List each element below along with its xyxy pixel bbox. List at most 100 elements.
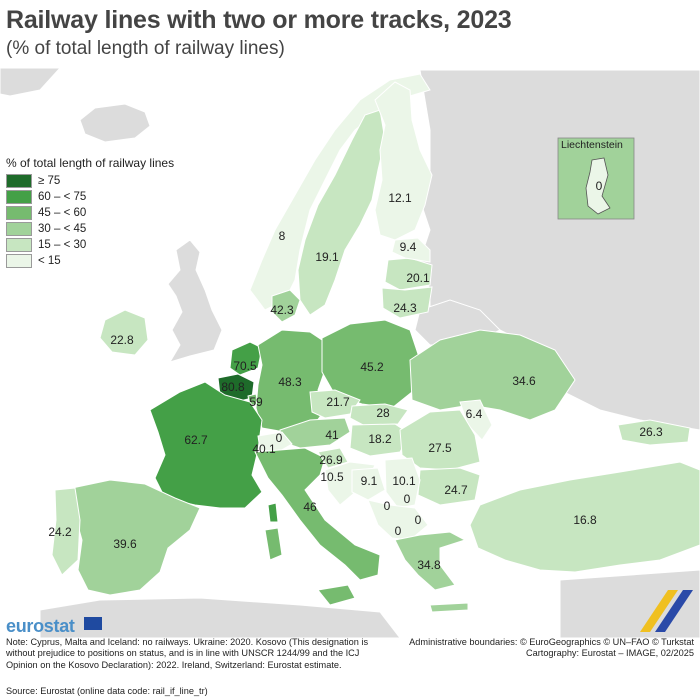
bulgaria-shape	[417, 467, 481, 506]
label-switzerland: 0	[276, 431, 283, 445]
lithuania-shape	[381, 286, 433, 319]
label-georgia: 26.3	[639, 425, 663, 439]
label-romania: 27.5	[428, 441, 452, 455]
label-slovakia: 28	[376, 406, 390, 420]
label-luxembourg: 59	[249, 395, 263, 409]
turkey-shape	[469, 461, 700, 573]
czechia-shape	[309, 389, 361, 419]
label-denmark: 42.3	[270, 303, 294, 317]
label-france: 62.7	[184, 433, 208, 447]
france-shape	[149, 381, 263, 509]
legend-label: ≥ 75	[38, 175, 61, 187]
legend-item: ≥ 75	[6, 173, 206, 189]
legend: % of total length of railway lines ≥ 75 …	[6, 156, 206, 269]
label-ireland: 22.8	[110, 333, 134, 347]
switzerland-shape	[257, 431, 293, 453]
label-latvia: 20.1	[406, 271, 430, 285]
decorative-stripes	[640, 590, 693, 632]
label-turkey: 16.8	[573, 513, 597, 527]
label-croatia: 10.5	[320, 470, 344, 484]
label-liechtenstein-inset: 0	[596, 179, 603, 193]
label-moldova: 6.4	[466, 407, 483, 421]
label-austria: 41	[325, 428, 339, 442]
label-italy: 46	[303, 500, 317, 514]
label-kosovo: 0	[404, 492, 411, 506]
label-norway: 8	[279, 229, 286, 243]
legend-swatch	[6, 222, 32, 236]
label-ukraine: 34.6	[512, 374, 536, 388]
estonia-shape	[391, 237, 431, 263]
legend-item: 60 – < 75	[6, 189, 206, 205]
liechtenstein-inset	[557, 137, 635, 220]
label-belgium: 80.8	[221, 380, 245, 394]
serbia-shape	[384, 457, 421, 509]
slovenia-shape	[317, 447, 349, 469]
legend-item: 15 – < 30	[6, 237, 206, 253]
balkan-south-shape	[367, 499, 429, 541]
ireland-shape	[99, 309, 149, 356]
hungary-shape	[349, 423, 411, 457]
legend-item: < 15	[6, 253, 206, 269]
credits-boundaries: Administrative boundaries: © EuroGeograp…	[409, 637, 694, 647]
label-lithuania: 24.3	[393, 301, 417, 315]
legend-swatch	[6, 190, 32, 204]
eu-flag-icon	[84, 617, 102, 630]
legend-label: 60 – < 75	[38, 191, 87, 203]
sicily-shape	[317, 584, 356, 606]
credits: Administrative boundaries: © EuroGeograp…	[394, 637, 694, 660]
label-slovenia: 26.9	[319, 453, 343, 467]
eurostat-logo: eurostat	[6, 616, 75, 636]
legend-label: < 15	[38, 255, 61, 267]
legend-item: 30 – < 45	[6, 221, 206, 237]
label-portugal: 24.2	[48, 525, 72, 539]
label-russia-area: 9.4	[400, 240, 417, 254]
legend-swatch	[6, 238, 32, 252]
legend-swatch	[6, 174, 32, 188]
label-germany: 48.3	[278, 375, 302, 389]
ukraine-shape	[409, 329, 576, 421]
bosnia-shape	[351, 467, 386, 501]
label-italy-north: 40.1	[252, 442, 276, 456]
corsica-shape	[267, 502, 279, 523]
label-montenegro: 0	[384, 499, 391, 513]
legend-label: 45 – < 60	[38, 207, 87, 219]
greece-shape	[394, 531, 467, 591]
page-subtitle: (% of total length of railway lines)	[6, 38, 285, 59]
finland-shape	[374, 81, 433, 241]
label-bosnia: 9.1	[361, 474, 378, 488]
label-north-macedonia: 0	[415, 513, 422, 527]
portugal-shape	[51, 487, 81, 576]
legend-swatch	[6, 206, 32, 220]
label-spain: 39.6	[113, 537, 137, 551]
legend-title: % of total length of railway lines	[6, 156, 175, 170]
legend-swatch	[6, 254, 32, 268]
source-note: Source: Eurostat (online data code: rail…	[6, 686, 208, 696]
label-greece: 34.8	[417, 558, 441, 572]
credits-cartography: Cartography: Eurostat – IMAGE, 02/2025	[525, 648, 694, 659]
label-poland: 45.2	[360, 360, 384, 374]
inset-title: Liechtenstein	[561, 139, 623, 151]
label-serbia: 10.1	[392, 474, 416, 488]
italy-shape	[254, 447, 381, 581]
country-shapes	[51, 73, 700, 613]
label-albania: 0	[395, 524, 402, 538]
slovakia-shape	[349, 403, 409, 427]
legend-label: 30 – < 45	[38, 223, 87, 235]
spain-shape	[71, 479, 201, 596]
label-sweden: 19.1	[315, 250, 339, 264]
crete-shape	[429, 602, 469, 613]
footnote: Note: Cyprus, Malta and Iceland: no rail…	[6, 637, 369, 670]
label-hungary: 18.2	[368, 432, 392, 446]
legend-item: 45 – < 60	[6, 205, 206, 221]
label-czechia: 21.7	[326, 395, 350, 409]
value-labels: 8 19.1 12.1 9.4 20.1 24.3 42.3 22.8 70.5…	[48, 179, 663, 572]
label-bulgaria: 24.7	[444, 483, 468, 497]
label-netherlands: 70.5	[233, 359, 257, 373]
sardinia-shape	[264, 527, 283, 561]
legend-label: 15 – < 30	[38, 239, 87, 251]
label-finland: 12.1	[388, 191, 412, 205]
netherlands-shape	[229, 341, 263, 376]
denmark-shape	[271, 289, 301, 323]
georgia-shape	[617, 419, 691, 446]
